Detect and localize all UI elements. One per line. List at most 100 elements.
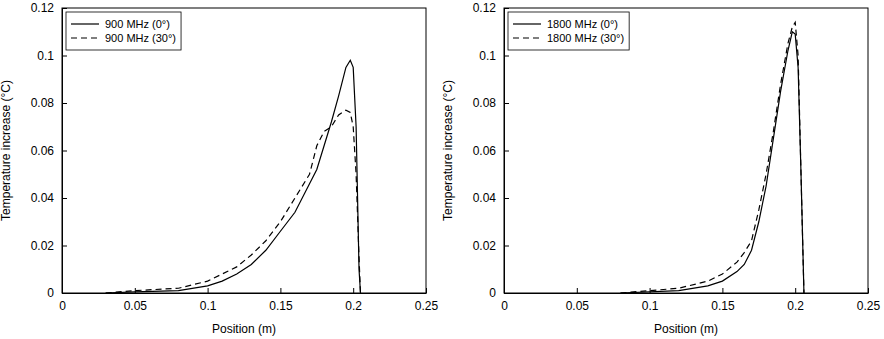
series-line (106, 110, 361, 293)
series-line (106, 60, 361, 293)
x-axis-title: Position (m) (212, 322, 276, 336)
x-tick-label: 0.2 (787, 299, 804, 313)
y-axis: 0 0.02 0.04 0.06 0.08 0.1 0.12 (31, 1, 67, 300)
legend-label: 1800 MHz (30°) (547, 32, 624, 44)
panel: 00.050.10.150.20.2500.020.040.060.080.10… (0, 1, 439, 336)
y-tick-mark (504, 151, 509, 152)
plot-area (106, 60, 361, 293)
x-tick-label: 0.25 (415, 299, 439, 313)
y-tick: 0.12 (473, 1, 509, 15)
y-tick: 0.08 (31, 96, 67, 110)
x-tick-label: 0.1 (642, 299, 659, 313)
y-tick-label: 0.06 (31, 144, 55, 158)
legend-swatch (71, 37, 99, 38)
y-tick: 0 (47, 286, 67, 300)
y-tick-label: 0.1 (479, 49, 496, 63)
x-tick: 0.15 (711, 288, 735, 313)
x-tick-mark (280, 288, 281, 293)
y-tick-label: 0.12 (31, 1, 55, 15)
y-tick: 0.12 (31, 1, 67, 15)
y-tick-mark (504, 8, 509, 9)
x-tick-label: 0 (501, 299, 508, 313)
legend: 900 MHz (0°)900 MHz (30°) (66, 12, 181, 50)
y-tick-mark (504, 103, 509, 104)
legend: 1800 MHz (0°) 1800 MHz (30°) (508, 12, 629, 50)
y-axis-title: Temperature increase (°C) (0, 80, 13, 221)
x-axis-line (63, 293, 427, 294)
legend-swatch (513, 23, 541, 24)
x-tick: 0.05 (566, 288, 590, 313)
x-tick-label: 0.1 (200, 299, 217, 313)
x-tick: 0.25 (857, 288, 881, 313)
y-tick-label: 0.02 (31, 239, 55, 253)
legend-box (66, 12, 181, 50)
series-line (620, 22, 803, 293)
x-tick-label: 0 (59, 299, 66, 313)
series-line (620, 32, 803, 293)
x-tick-mark (208, 288, 209, 293)
y-tick-label: 0.04 (31, 191, 55, 205)
x-tick: 0.1 (200, 288, 217, 313)
y-tick-label: 0.12 (473, 1, 497, 15)
y-tick-mark (62, 8, 67, 9)
panel: 00.050.10.150.20.2500.020.040.060.080.10… (441, 1, 881, 336)
y-tick-mark (62, 103, 67, 104)
y-tick: 0.1 (37, 49, 67, 63)
y-tick: 0.02 (31, 239, 67, 253)
y-tick: 0.04 (31, 191, 67, 205)
y-tick: 0.04 (473, 191, 509, 205)
x-tick-label: 0.2 (345, 299, 362, 313)
y-tick: 0.1 (479, 49, 509, 63)
y-tick-label: 0 (47, 286, 54, 300)
plot-area (620, 22, 803, 293)
y-tick-label: 0.02 (473, 239, 497, 253)
y-tick-label: 0.04 (473, 191, 497, 205)
x-tick-label: 0.05 (566, 299, 590, 313)
y-tick: 0.08 (473, 96, 509, 110)
legend-label: 900 MHz (0°) (105, 18, 170, 30)
y-tick: 0 (489, 286, 509, 300)
legend-swatch (513, 37, 541, 38)
y-axis: 0 0.02 0.04 0.06 0.08 0.1 0.12 (473, 1, 509, 300)
y-tick-label: 0.1 (37, 49, 54, 63)
x-tick: 0.25 (415, 288, 439, 313)
y-tick: 0.06 (473, 144, 509, 158)
y-axis-title: Temperature increase (°C) (441, 80, 455, 221)
x-tick-mark (868, 288, 869, 293)
y-tick-mark (62, 198, 67, 199)
x-axis-line (505, 293, 869, 294)
x-tick-mark (722, 288, 723, 293)
y-tick: 0.06 (31, 144, 67, 158)
plot-frame (62, 8, 426, 293)
x-tick-mark (353, 288, 354, 293)
x-tick-mark (426, 288, 427, 293)
x-axis-title: Position (m) (654, 322, 718, 336)
y-tick-mark (504, 293, 509, 294)
y-tick-mark (504, 198, 509, 199)
y-tick-mark (62, 293, 67, 294)
plot-frame (504, 8, 868, 293)
y-tick-mark (504, 246, 509, 247)
legend-swatch (71, 23, 99, 24)
y-tick-mark (62, 56, 67, 57)
legend-label: 1800 MHz (0°) (547, 18, 618, 30)
y-tick: 0.02 (473, 239, 509, 253)
x-tick-label: 0.15 (269, 299, 293, 313)
figure: 00.050.10.150.20.2500.020.040.060.080.10… (0, 0, 884, 339)
x-tick-mark (577, 288, 578, 293)
legend-box (508, 12, 629, 50)
x-axis: 0 0.05 0.1 0.15 0.2 0.25 (501, 288, 880, 313)
y-tick-label: 0 (489, 286, 496, 300)
x-tick: 0.2 (787, 288, 804, 313)
y-tick-mark (62, 151, 67, 152)
x-tick: 0.15 (269, 288, 293, 313)
y-tick-mark (62, 246, 67, 247)
x-tick-label: 0.25 (857, 299, 881, 313)
x-tick-label: 0.05 (124, 299, 148, 313)
x-tick-mark (795, 288, 796, 293)
y-tick-label: 0.08 (473, 96, 497, 110)
y-tick-label: 0.08 (31, 96, 55, 110)
x-tick-label: 0.15 (711, 299, 735, 313)
y-tick-label: 0.06 (473, 144, 497, 158)
y-tick-mark (504, 56, 509, 57)
